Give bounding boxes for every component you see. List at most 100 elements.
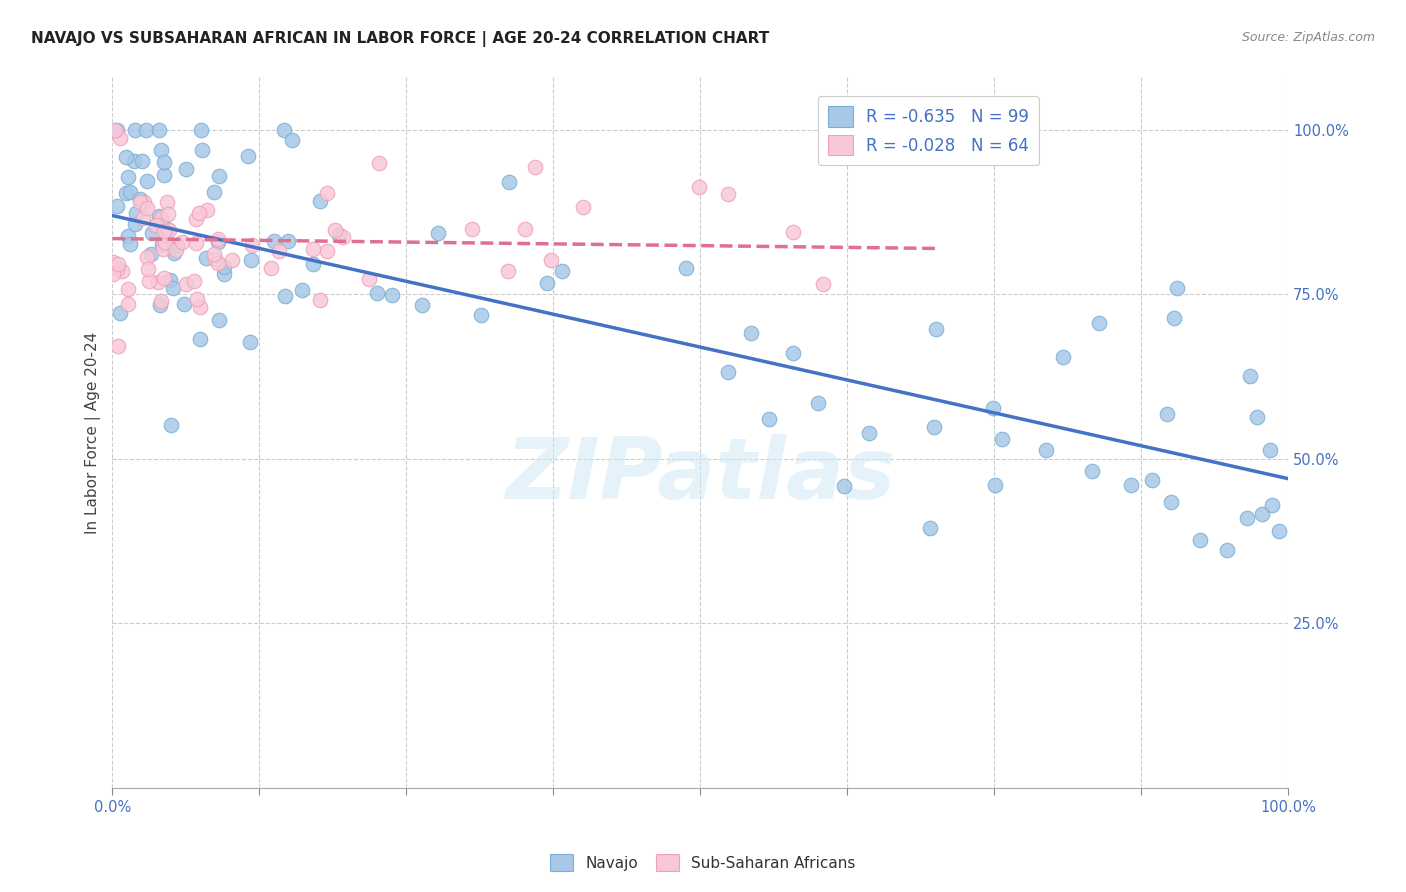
Point (150, 294, 173, 309)
Point (104, 123, 127, 137)
Point (758, 411, 780, 425)
Point (461, 222, 484, 236)
Point (114, 186, 136, 200)
Point (918, 521, 941, 535)
Point (202, 247, 225, 261)
Point (156, 195, 179, 210)
Point (128, 194, 150, 209)
Point (103, 255, 125, 269)
Point (128, 192, 150, 206)
Text: NAVAJO VS SUBSAHARAN AFRICAN IN LABOR FORCE | AGE 20-24 CORRELATION CHART: NAVAJO VS SUBSAHARAN AFRICAN IN LABOR FO… (31, 31, 769, 47)
Point (118, 236, 141, 251)
Point (149, 298, 172, 312)
Point (1258, 443, 1281, 458)
Point (117, 282, 139, 296)
Point (1166, 281, 1188, 295)
Point (153, 271, 176, 285)
Point (132, 211, 155, 225)
Point (1246, 410, 1268, 425)
Point (107, 257, 129, 271)
Point (368, 156, 391, 170)
Point (187, 206, 209, 220)
Point (301, 242, 323, 256)
Point (1119, 478, 1142, 492)
Point (135, 123, 157, 137)
Legend: Navajo, Sub-Saharan Africans: Navajo, Sub-Saharan Africans (544, 848, 862, 877)
Point (208, 169, 231, 184)
Point (239, 335, 262, 350)
Point (186, 212, 208, 227)
Point (498, 176, 520, 190)
Point (858, 425, 880, 440)
Point (984, 478, 1007, 492)
Point (1163, 311, 1185, 326)
Point (572, 201, 595, 215)
Point (513, 222, 536, 236)
Point (981, 401, 1004, 416)
Point (108, 306, 131, 320)
Point (332, 230, 354, 244)
Point (150, 211, 173, 226)
Point (1261, 498, 1284, 512)
Point (141, 247, 163, 261)
Point (208, 312, 231, 326)
Point (141, 226, 163, 240)
Point (105, 262, 128, 277)
Point (124, 123, 146, 137)
Point (162, 238, 184, 252)
Point (1156, 407, 1178, 421)
Point (157, 207, 180, 221)
Point (524, 160, 547, 174)
Text: ZIPatlas: ZIPatlas (505, 434, 896, 516)
Point (309, 194, 332, 208)
Point (117, 229, 139, 244)
Point (150, 237, 173, 252)
Point (1035, 442, 1057, 457)
Point (782, 225, 804, 239)
Point (103, 267, 125, 281)
Point (107, 339, 129, 353)
Point (269, 244, 291, 258)
Point (536, 277, 558, 291)
Point (138, 274, 160, 288)
Point (108, 131, 131, 145)
Point (163, 245, 186, 260)
Point (157, 223, 180, 237)
Point (122, 154, 145, 169)
Point (117, 297, 139, 311)
Point (675, 260, 697, 275)
Point (207, 235, 229, 249)
Point (152, 242, 174, 256)
Point (195, 202, 218, 217)
Point (131, 154, 153, 169)
Point (274, 289, 297, 303)
Point (316, 244, 339, 258)
Point (136, 201, 159, 215)
Point (1236, 510, 1258, 524)
Point (1160, 495, 1182, 509)
Point (551, 264, 574, 278)
Point (277, 234, 299, 248)
Point (1268, 524, 1291, 539)
Point (195, 252, 218, 266)
Point (315, 186, 337, 201)
Point (150, 143, 173, 157)
Point (221, 253, 243, 268)
Point (813, 277, 835, 292)
Point (717, 186, 740, 201)
Point (132, 194, 155, 209)
Point (991, 432, 1014, 446)
Point (1239, 368, 1261, 383)
Point (148, 123, 170, 137)
Legend: R = -0.635   N = 99, R = -0.028   N = 64: R = -0.635 N = 99, R = -0.028 N = 64 (817, 96, 1039, 165)
Point (124, 217, 146, 231)
Point (202, 185, 225, 199)
Point (191, 143, 214, 157)
Point (239, 252, 262, 267)
Point (260, 260, 283, 275)
Point (212, 260, 235, 274)
Point (359, 272, 381, 286)
Point (717, 365, 740, 379)
Point (1081, 464, 1104, 478)
Point (323, 222, 346, 236)
